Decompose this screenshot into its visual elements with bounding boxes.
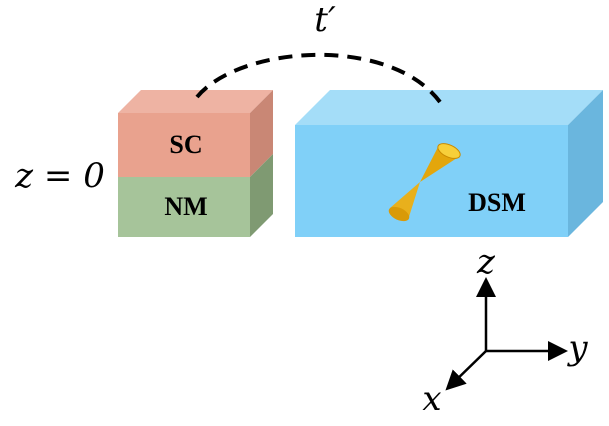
nm-label: NM [164,192,207,221]
dirac-cone [388,143,461,222]
sc-top [118,90,273,113]
x-axis-label: x [422,379,441,419]
axes [445,277,568,391]
sc-front [118,113,250,177]
hopping-arc [195,52,442,104]
y-axis-label: y [566,328,588,368]
interface-label: z = 0 [14,156,105,196]
dsm-top [295,90,603,125]
dsm-side [568,90,603,237]
nm-front [118,177,250,237]
dsm-front [295,125,568,237]
dsm-label: DSM [468,188,526,217]
sc-side [250,90,273,177]
z-axis-label: z [476,242,496,282]
nm-side [250,154,273,237]
hopping-label: t′ [314,0,336,40]
sc-label: SC [169,130,202,159]
